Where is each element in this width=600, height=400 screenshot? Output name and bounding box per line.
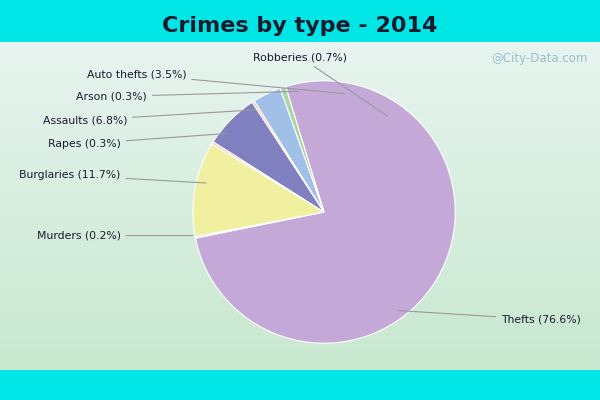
Text: Assaults (6.8%): Assaults (6.8%) — [43, 110, 256, 125]
Wedge shape — [193, 144, 324, 236]
Text: Crimes by type - 2014: Crimes by type - 2014 — [163, 16, 437, 36]
Wedge shape — [280, 86, 324, 212]
Text: Robberies (0.7%): Robberies (0.7%) — [253, 52, 388, 116]
Wedge shape — [252, 101, 324, 212]
Text: Arson (0.3%): Arson (0.3%) — [76, 91, 298, 102]
Wedge shape — [254, 88, 324, 212]
Wedge shape — [195, 212, 324, 238]
Text: @City-Data.com: @City-Data.com — [491, 52, 588, 65]
Text: Thefts (76.6%): Thefts (76.6%) — [399, 310, 581, 324]
Wedge shape — [196, 81, 455, 343]
Text: Auto thefts (3.5%): Auto thefts (3.5%) — [86, 69, 345, 94]
Text: Murders (0.2%): Murders (0.2%) — [37, 231, 193, 241]
Text: Burglaries (11.7%): Burglaries (11.7%) — [19, 170, 206, 183]
Wedge shape — [212, 142, 324, 212]
Wedge shape — [213, 102, 324, 212]
Text: Rapes (0.3%): Rapes (0.3%) — [48, 134, 227, 149]
